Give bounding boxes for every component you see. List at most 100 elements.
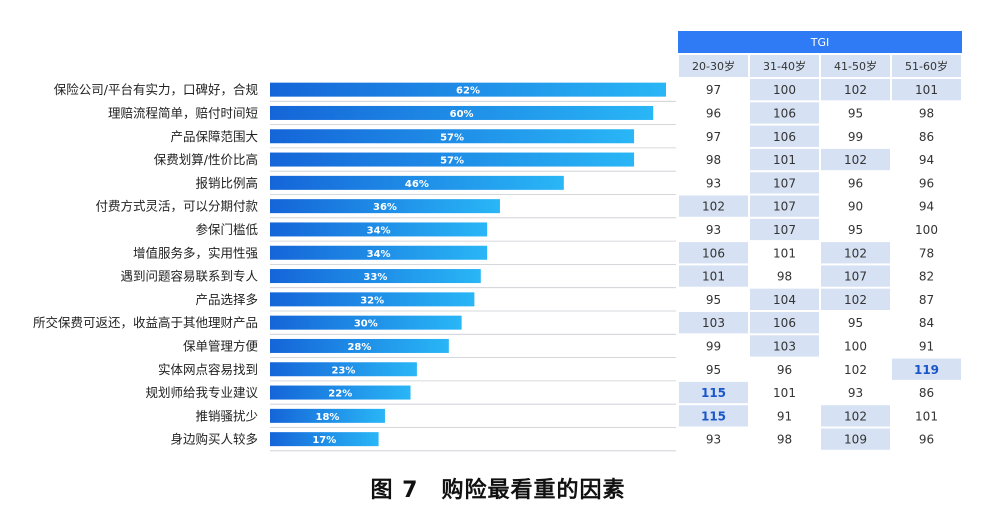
tgi-shaded-cell: [679, 312, 748, 334]
tgi-value: 101: [773, 246, 796, 260]
category-label: 付费方式灵活，可以分期付款: [95, 199, 258, 214]
tgi-value: 106: [773, 106, 796, 120]
tgi-value: 95: [848, 106, 863, 120]
tgi-shaded-cell: [750, 148, 819, 171]
tgi-value: 87: [919, 293, 934, 307]
tgi-value: 102: [702, 200, 725, 214]
data-label: 36%: [373, 202, 397, 213]
tgi-value: 97: [706, 130, 721, 144]
tgi-value: 94: [919, 153, 934, 167]
category-label: 保单管理方便: [183, 338, 259, 353]
tgi-value: 98: [777, 270, 792, 284]
tgi-shaded-cell: [679, 265, 748, 287]
category-label: 产品保障范围大: [170, 129, 258, 144]
data-label: 57%: [440, 132, 464, 143]
tgi-value: 94: [919, 200, 934, 214]
tgi-shaded-cell: [892, 358, 961, 380]
tgi-value: 98: [919, 106, 934, 120]
tgi-shaded-cell: [750, 288, 819, 310]
tgi-value: 102: [844, 153, 867, 167]
data-bar: [270, 82, 666, 97]
tgi-shaded-cell: [750, 312, 819, 334]
tgi-value: 93: [848, 386, 863, 400]
tgi-value: 104: [773, 293, 796, 307]
tgi-value: 109: [844, 433, 867, 447]
data-bar: [270, 222, 488, 237]
category-label: 所交保费可返还，收益高于其他理财产品: [33, 315, 258, 330]
category-label: 保险公司/平台有实力，口碑好，合规: [54, 82, 258, 97]
data-bar: [270, 152, 635, 167]
tgi-value: 101: [915, 409, 938, 423]
tgi-shaded-cell: [821, 428, 890, 450]
data-label: 17%: [312, 435, 336, 446]
tgi-value: 102: [844, 409, 867, 423]
tgi-value: 93: [706, 433, 721, 447]
data-label: 62%: [456, 86, 480, 97]
tgi-value: 115: [701, 409, 726, 423]
data-bar: [270, 175, 564, 190]
tgi-shaded-cell: [750, 102, 819, 124]
tgi-value: 106: [773, 316, 796, 330]
tgi-value: 82: [919, 270, 934, 284]
data-bar: [270, 408, 385, 423]
category-label: 理赔流程简单，赔付时间短: [108, 105, 258, 120]
data-label: 57%: [440, 156, 464, 167]
figure-caption: 图 7 购险最看重的因素: [370, 478, 626, 503]
data-bar: [270, 338, 449, 353]
category-label: 产品选择多: [195, 292, 258, 307]
category-label: 推销骚扰少: [195, 408, 258, 423]
tgi-value: 78: [919, 246, 934, 260]
tgi-value: 95: [848, 223, 863, 237]
tgi-value: 96: [919, 176, 934, 190]
tgi-value: 102: [844, 83, 867, 97]
tgi-value: 99: [706, 339, 721, 353]
tgi-value: 102: [844, 246, 867, 260]
category-label: 遇到问题容易联系到专人: [120, 269, 258, 284]
tgi-value: 101: [773, 153, 796, 167]
category-label: 参保门槛低: [195, 222, 258, 237]
tgi-value: 107: [773, 176, 796, 190]
tgi-column-header: 20-30岁: [692, 59, 735, 73]
tgi-value: 100: [915, 223, 938, 237]
data-label: 28%: [347, 342, 371, 353]
category-label: 保费划算/性价比高: [154, 152, 258, 167]
data-bar: [270, 362, 417, 377]
tgi-shaded-cell: [821, 242, 890, 264]
tgi-shaded-cell: [821, 405, 890, 427]
tgi-value: 106: [773, 130, 796, 144]
data-label: 60%: [450, 109, 474, 120]
tgi-shaded-cell: [679, 242, 748, 264]
tgi-value: 96: [777, 363, 792, 377]
tgi-shaded-cell: [679, 381, 748, 404]
data-bar: [270, 315, 462, 330]
tgi-value: 96: [919, 433, 934, 447]
tgi-value: 107: [773, 223, 796, 237]
category-label: 增值服务多，实用性强: [133, 245, 259, 260]
tgi-value: 115: [701, 386, 726, 400]
tgi-column-header: 51-60岁: [905, 59, 948, 73]
tgi-value: 103: [702, 316, 725, 330]
tgi-value: 100: [773, 83, 796, 97]
category-label: 身边购买人较多: [170, 432, 258, 447]
category-label: 实体网点容易找到: [158, 362, 258, 377]
data-label: 18%: [316, 412, 340, 423]
tgi-value: 102: [844, 363, 867, 377]
category-label: 报销比例高: [195, 175, 258, 190]
tgi-shaded-cell: [821, 148, 890, 171]
tgi-value: 91: [777, 409, 792, 423]
tgi-shaded-cell: [679, 195, 748, 217]
tgi-value: 99: [848, 130, 863, 144]
tgi-shaded-cell: [750, 218, 819, 241]
tgi-value: 97: [706, 83, 721, 97]
tgi-column-header: 31-40岁: [763, 59, 806, 73]
tgi-value: 93: [706, 223, 721, 237]
data-label: 33%: [363, 272, 387, 283]
tgi-shaded-cell: [821, 79, 890, 101]
tgi-value: 107: [773, 200, 796, 214]
tgi-shaded-cell: [750, 79, 819, 101]
tgi-value: 91: [919, 339, 934, 353]
tgi-value: 86: [919, 130, 934, 144]
tgi-value: 95: [706, 293, 721, 307]
tgi-value: 101: [702, 270, 725, 284]
